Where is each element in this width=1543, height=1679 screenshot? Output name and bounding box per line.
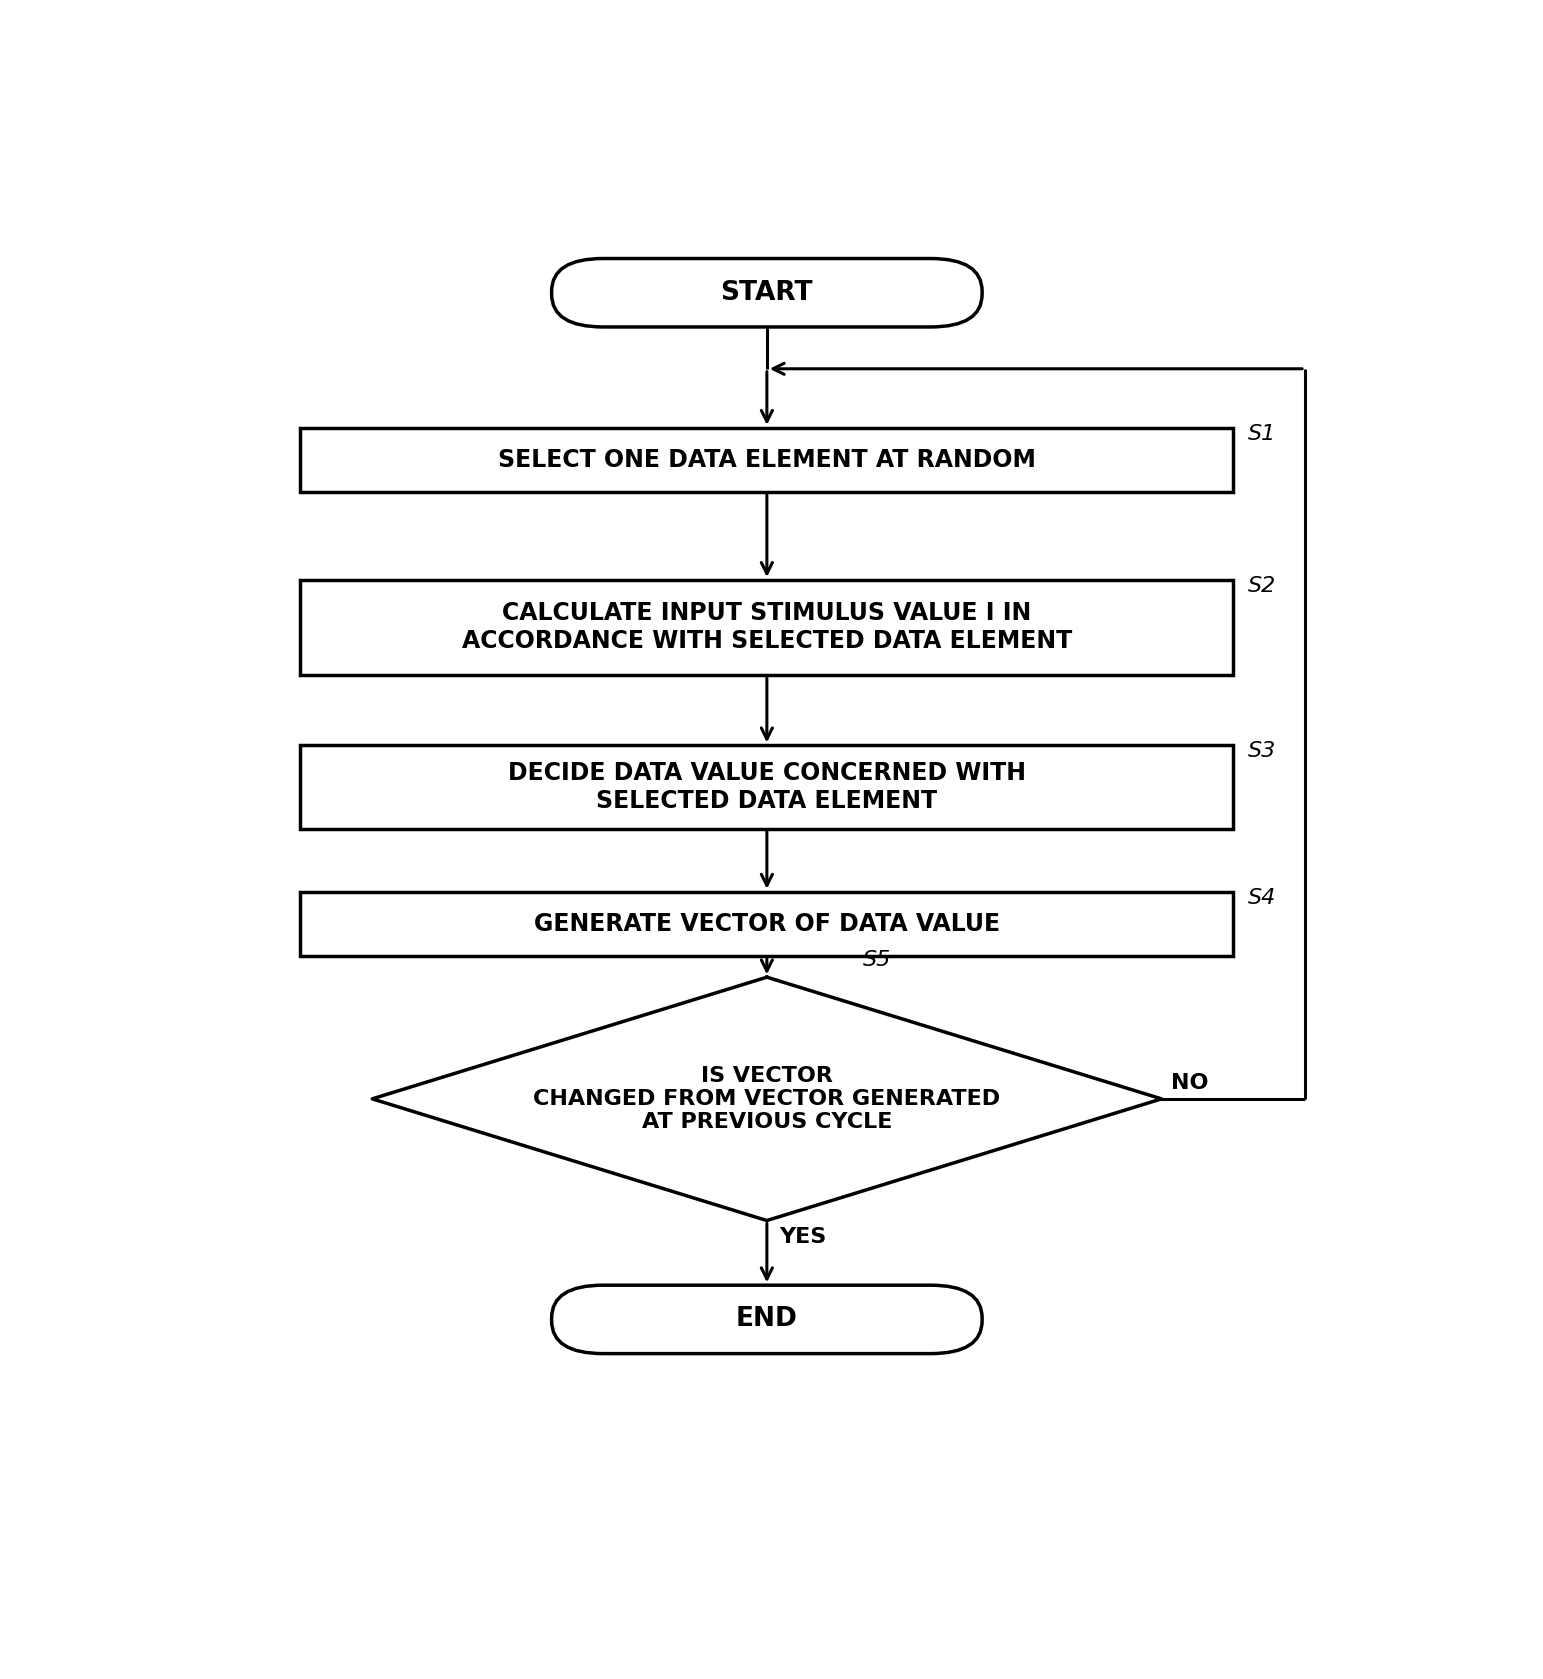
Text: START: START [721, 280, 813, 306]
Bar [301, 745, 1233, 829]
FancyBboxPatch shape [552, 259, 983, 327]
Polygon shape [372, 977, 1162, 1221]
Text: YES: YES [779, 1227, 826, 1246]
Bar [301, 892, 1233, 957]
Text: S3: S3 [1248, 742, 1276, 762]
Text: S4: S4 [1248, 888, 1276, 908]
Text: S2: S2 [1248, 576, 1276, 596]
Text: NO: NO [1171, 1073, 1208, 1093]
Text: IS VECTOR
CHANGED FROM VECTOR GENERATED
AT PREVIOUS CYCLE: IS VECTOR CHANGED FROM VECTOR GENERATED … [534, 1066, 1000, 1132]
Text: SELECT ONE DATA ELEMENT AT RANDOM: SELECT ONE DATA ELEMENT AT RANDOM [498, 448, 1035, 472]
Text: S1: S1 [1248, 423, 1276, 443]
FancyBboxPatch shape [552, 1284, 983, 1353]
Text: CALCULATE INPUT STIMULUS VALUE I IN
ACCORDANCE WITH SELECTED DATA ELEMENT: CALCULATE INPUT STIMULUS VALUE I IN ACCO… [461, 601, 1072, 653]
Bar [301, 428, 1233, 492]
Text: S5: S5 [863, 950, 890, 969]
Text: DECIDE DATA VALUE CONCERNED WITH
SELECTED DATA ELEMENT: DECIDE DATA VALUE CONCERNED WITH SELECTE… [508, 761, 1026, 813]
Text: GENERATE VECTOR OF DATA VALUE: GENERATE VECTOR OF DATA VALUE [534, 912, 1000, 935]
Bar [301, 579, 1233, 675]
Text: END: END [736, 1306, 798, 1333]
